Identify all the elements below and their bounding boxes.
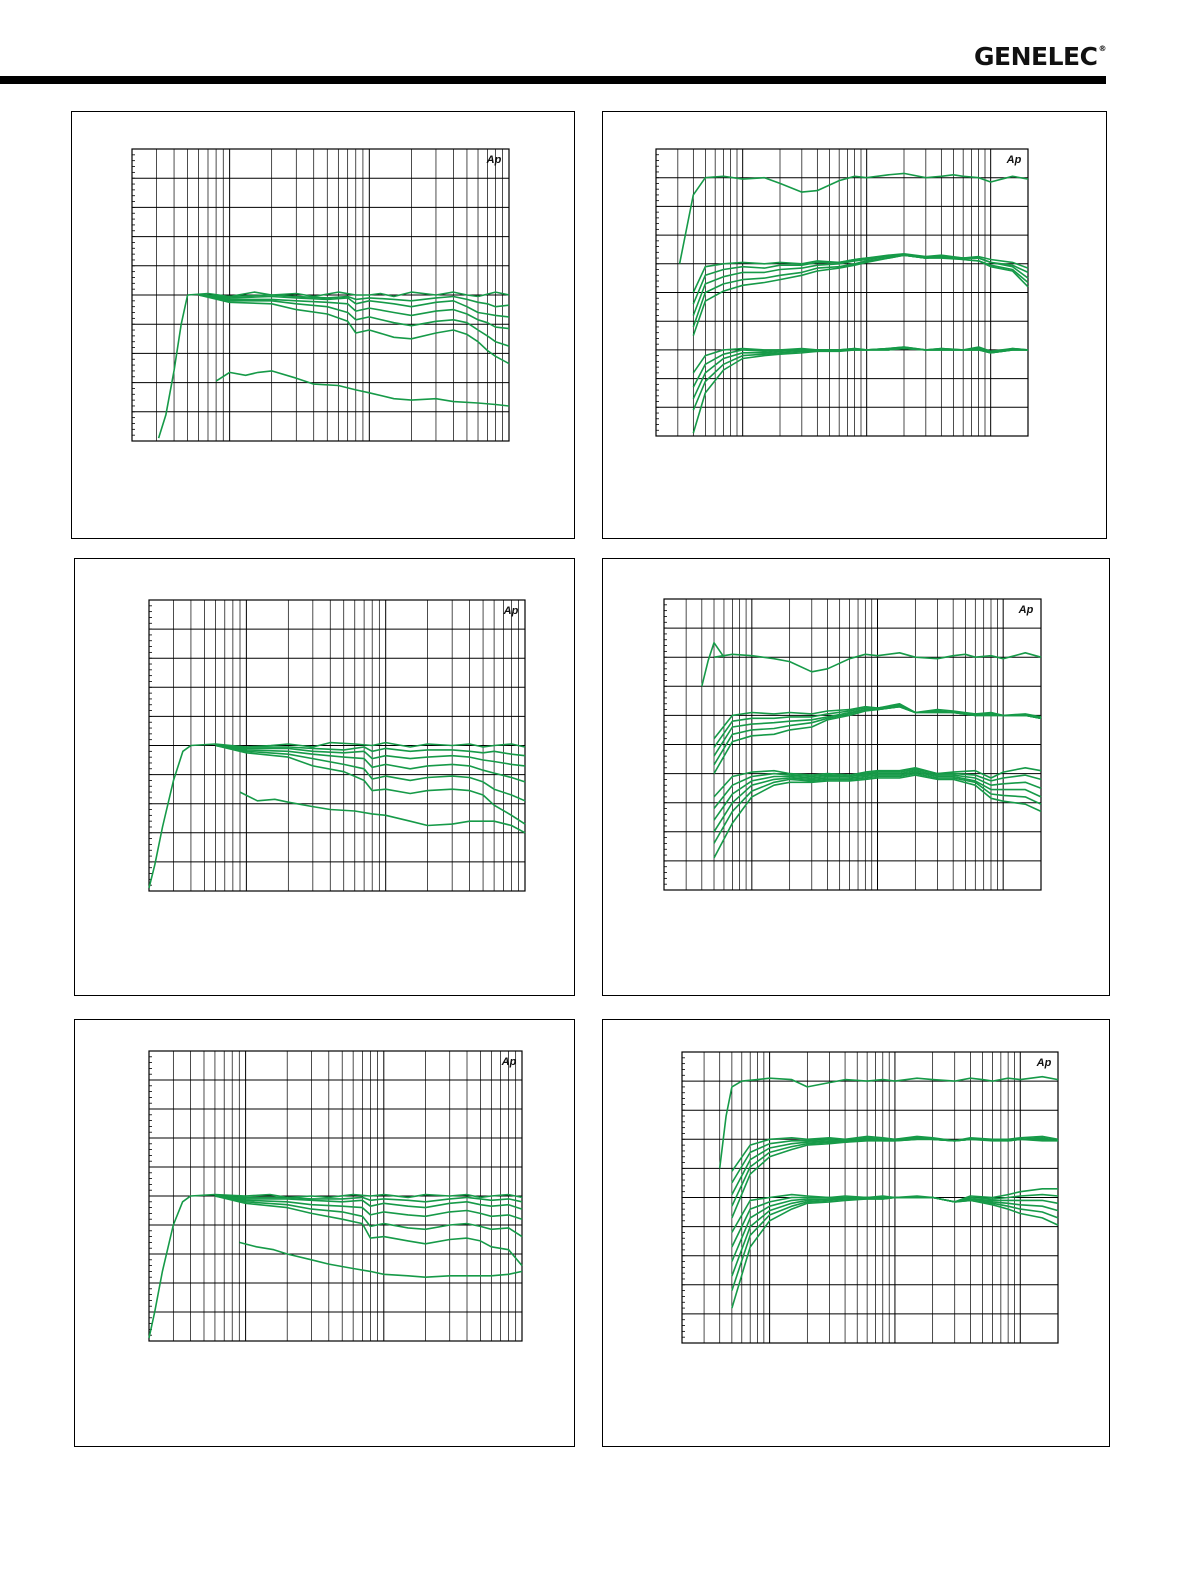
chart-panel-2: Ap [602,111,1107,539]
chart-panel-6: Ap [602,1019,1110,1447]
response-curve-4 [214,1195,523,1210]
chart-panel-1: Ap [71,111,575,539]
response-curve-7 [214,1195,523,1267]
response-curve-1 [701,641,725,687]
plot-frame [148,599,526,892]
response-curve-5 [692,254,1029,316]
response-curve-11 [713,771,1042,833]
response-curve-12 [713,772,1042,844]
response-curve-1 [148,744,192,889]
response-curve-7 [692,254,1029,336]
response-curve-13 [731,1196,1059,1309]
frequency-response-chart: Ap [148,1050,523,1342]
response-curve-4 [198,294,510,318]
plot-frame [663,598,1042,891]
ap-badge: Ap [486,154,502,166]
response-curve-2 [713,652,1042,673]
response-curve-5 [198,294,510,330]
response-curve-12 [692,347,1028,434]
response-curve-2 [705,172,1029,193]
chart-panel-5: Ap [74,1019,575,1447]
response-curve-3 [215,744,526,757]
registered-mark: ® [1098,43,1106,53]
chart-panel-3: Ap [74,558,575,996]
response-curve-7 [198,294,510,365]
brand-name: GENELEC [974,42,1098,71]
response-curve-2 [187,291,510,298]
header-rule [0,76,1106,84]
frequency-response-chart: Ap [681,1051,1059,1344]
response-curve-6 [198,294,510,347]
chart-panel-4: Ap [602,558,1110,996]
response-curve-5 [214,1195,523,1220]
response-curve-2 [190,1193,523,1199]
plot-frame [148,1050,523,1342]
response-curve-4 [215,744,526,767]
frequency-response-chart: Ap [655,148,1029,437]
response-curve-6 [215,744,526,802]
response-curve-7 [731,1138,1058,1219]
genelec-logo: GENELEC® [974,42,1106,71]
ap-badge: Ap [501,1056,517,1068]
response-curve-10 [713,769,1042,821]
plot-frame [655,148,1029,437]
response-curve-1 [157,294,189,439]
plot-frame [681,1051,1059,1344]
frequency-response-chart: Ap [663,598,1042,891]
response-curve-1 [678,177,706,264]
frequency-response-chart: Ap [131,148,510,442]
ap-badge: Ap [1018,604,1034,616]
frequency-response-chart: Ap [148,599,526,892]
response-curve-8 [215,370,510,407]
response-curve-13 [713,774,1042,859]
response-curve-4 [731,1137,1059,1184]
response-curve-3 [214,1195,523,1203]
ap-badge: Ap [1036,1057,1052,1069]
response-curve-7 [215,744,526,825]
response-curve-7 [713,705,1042,774]
response-curve-8 [239,791,526,834]
response-curve-1 [148,1195,192,1339]
response-curve-1 [718,1080,743,1169]
ap-badge: Ap [1006,154,1022,166]
ap-badge: Ap [503,605,519,617]
response-curve-8 [713,767,1042,798]
response-curve-2 [190,741,526,748]
response-curve-3 [198,294,510,308]
response-curve-8 [239,1241,523,1279]
response-curve-5 [215,744,526,783]
response-curve-9 [713,768,1042,809]
response-curve-2 [741,1075,1059,1088]
response-curve-6 [214,1195,523,1238]
